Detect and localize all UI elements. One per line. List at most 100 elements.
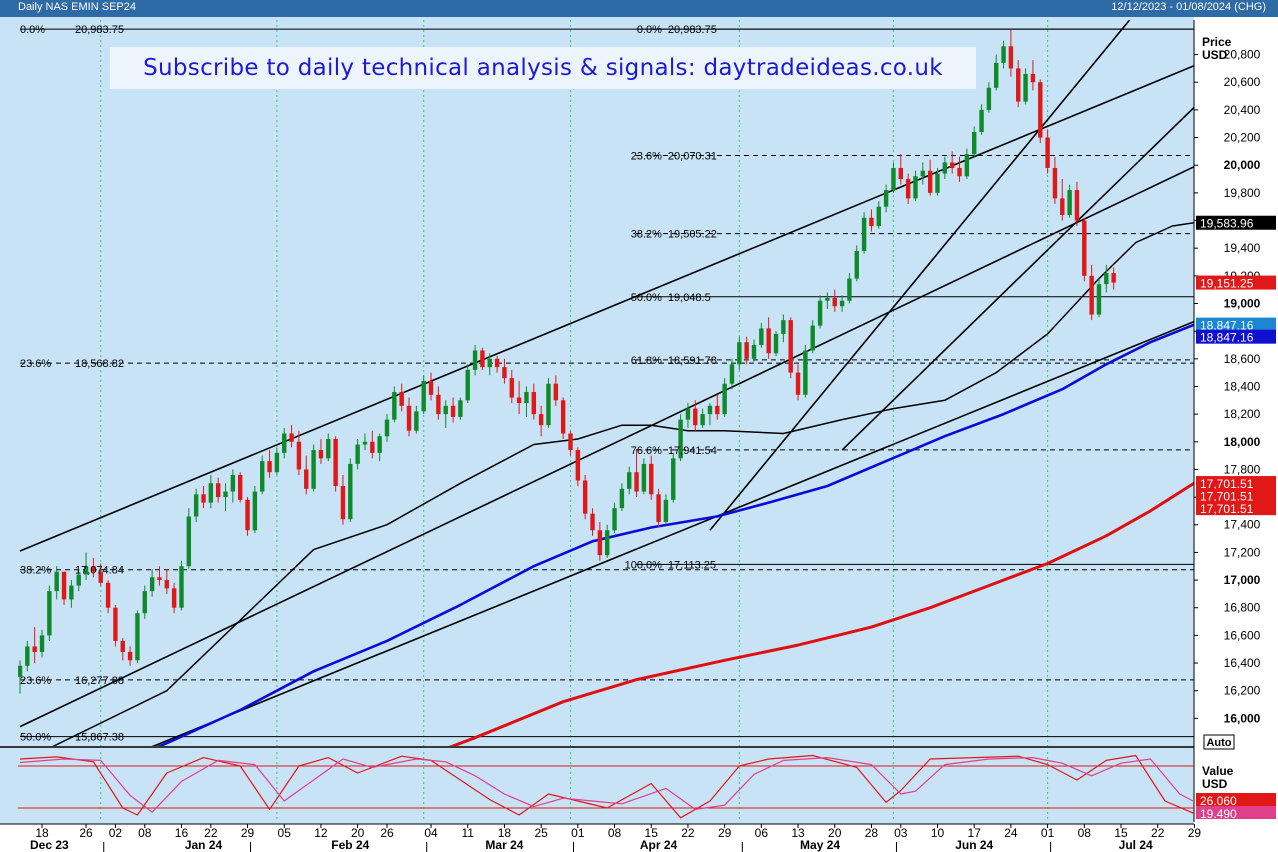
date-tick-label: 20 — [351, 826, 365, 840]
price-tick-label: 19,800 — [1224, 186, 1261, 200]
candle-body — [715, 405, 720, 415]
candle-body — [766, 328, 771, 354]
month-label: May 24 — [800, 838, 840, 852]
price-tick-label: 17,200 — [1224, 545, 1261, 559]
price-tag-label: 19,151.25 — [1200, 277, 1254, 291]
candle-body — [509, 378, 514, 398]
candle-body — [847, 278, 852, 301]
date-tick-label: 29 — [241, 826, 255, 840]
fib-left-value: 18,568.82 — [75, 358, 124, 370]
candle-body — [1045, 137, 1050, 168]
candle-body — [546, 383, 551, 426]
candle-body — [935, 173, 940, 193]
price-tag-label: 18,847.16 — [1200, 331, 1254, 345]
candle-body — [759, 328, 764, 345]
indicator-axis-unit: USD — [1202, 777, 1228, 791]
price-tick-label: 18,400 — [1224, 379, 1261, 393]
date-tick-label: 08 — [608, 826, 622, 840]
fib-right-value: 18,591.78 — [668, 355, 717, 367]
candle-body — [223, 491, 228, 498]
fib-right-pct: 38.2% — [631, 229, 662, 241]
fib-left-value: 17,074.84 — [75, 565, 124, 577]
fib-left-pct: 23.6% — [20, 358, 51, 370]
price-tick-label: 18,000 — [1224, 435, 1261, 449]
subscribe-banner[interactable]: Subscribe to daily technical analysis & … — [110, 47, 976, 89]
fib-right-pct: 76.6% — [631, 445, 662, 457]
date-tick-label: 01 — [1041, 826, 1055, 840]
auto-button-label: Auto — [1206, 737, 1231, 749]
candle-body — [1001, 46, 1006, 63]
candle-body — [157, 577, 162, 581]
candle-body — [927, 170, 933, 193]
candle-body — [494, 358, 500, 368]
candle-body — [898, 167, 903, 180]
date-tick-label: 29 — [1188, 826, 1202, 840]
date-tick-label: 26 — [79, 826, 93, 840]
candle-body — [1067, 190, 1072, 215]
candle-body — [641, 463, 647, 492]
candle-body — [370, 441, 375, 453]
candle-body — [913, 176, 918, 199]
candle-body — [825, 297, 830, 301]
price-tag-bg — [1196, 488, 1276, 503]
candle-body — [333, 439, 338, 487]
fib-left-value: 20,983.75 — [75, 24, 124, 36]
candle-body — [795, 372, 801, 395]
candle-body — [193, 494, 199, 517]
candle-body — [612, 508, 617, 531]
date-axis-panel — [0, 824, 1194, 852]
price-tag-bg — [1196, 317, 1276, 332]
candle-body — [994, 62, 999, 88]
candle-body — [120, 640, 125, 652]
month-label: Mar 24 — [485, 838, 523, 852]
stochastic-k-line — [19, 754, 1194, 819]
candle-body — [69, 585, 74, 600]
candle-body — [465, 369, 470, 401]
indicator-tag-label: 19.490 — [1200, 807, 1237, 821]
price-tag-label: 17,701.51 — [1200, 502, 1254, 516]
candle-body — [25, 646, 30, 666]
month-label: Feb 24 — [331, 838, 369, 852]
price-tick-label: 17,800 — [1224, 462, 1261, 476]
candle-body — [942, 162, 948, 174]
candle-body — [876, 206, 881, 227]
price-tag-bg — [1196, 329, 1276, 344]
candle-body — [105, 582, 111, 608]
fib-left-pct: 23.6% — [20, 675, 51, 687]
candle-body — [553, 383, 559, 401]
candle-body — [392, 391, 397, 420]
candle-body — [773, 333, 779, 354]
candle-body — [304, 469, 309, 489]
fib-right-value: 17,113.25 — [668, 559, 716, 571]
candle-body — [149, 577, 155, 592]
date-tick-label: 22 — [1151, 826, 1165, 840]
candle-body — [619, 488, 625, 509]
candle-body — [722, 383, 727, 415]
date-tick-label: 26 — [380, 826, 394, 840]
candle-body — [861, 217, 867, 251]
candle-body — [428, 380, 434, 395]
candle-body — [348, 463, 353, 520]
candle-body — [854, 250, 859, 279]
candle-body — [597, 530, 603, 556]
fib-left-value: 15,867.38 — [75, 732, 124, 744]
candle-body — [54, 571, 59, 592]
price-tag-bg — [1196, 275, 1276, 290]
candle-body — [891, 167, 896, 191]
candle-body — [869, 217, 874, 227]
candle-body — [1060, 198, 1065, 215]
candle-body — [781, 320, 786, 334]
price-axis-unit: USD — [1202, 48, 1228, 62]
candle-body — [47, 591, 52, 636]
candle-body — [685, 408, 691, 420]
candle-body — [260, 461, 265, 492]
candle-body — [179, 566, 184, 608]
candle-body — [458, 400, 463, 417]
title-bar — [0, 0, 1278, 17]
price-tag-bg — [1196, 215, 1276, 230]
candle-body — [208, 483, 214, 503]
candle-body — [744, 342, 749, 359]
candle-body — [326, 439, 331, 459]
candle-body — [289, 433, 294, 442]
candle-body — [656, 494, 661, 522]
